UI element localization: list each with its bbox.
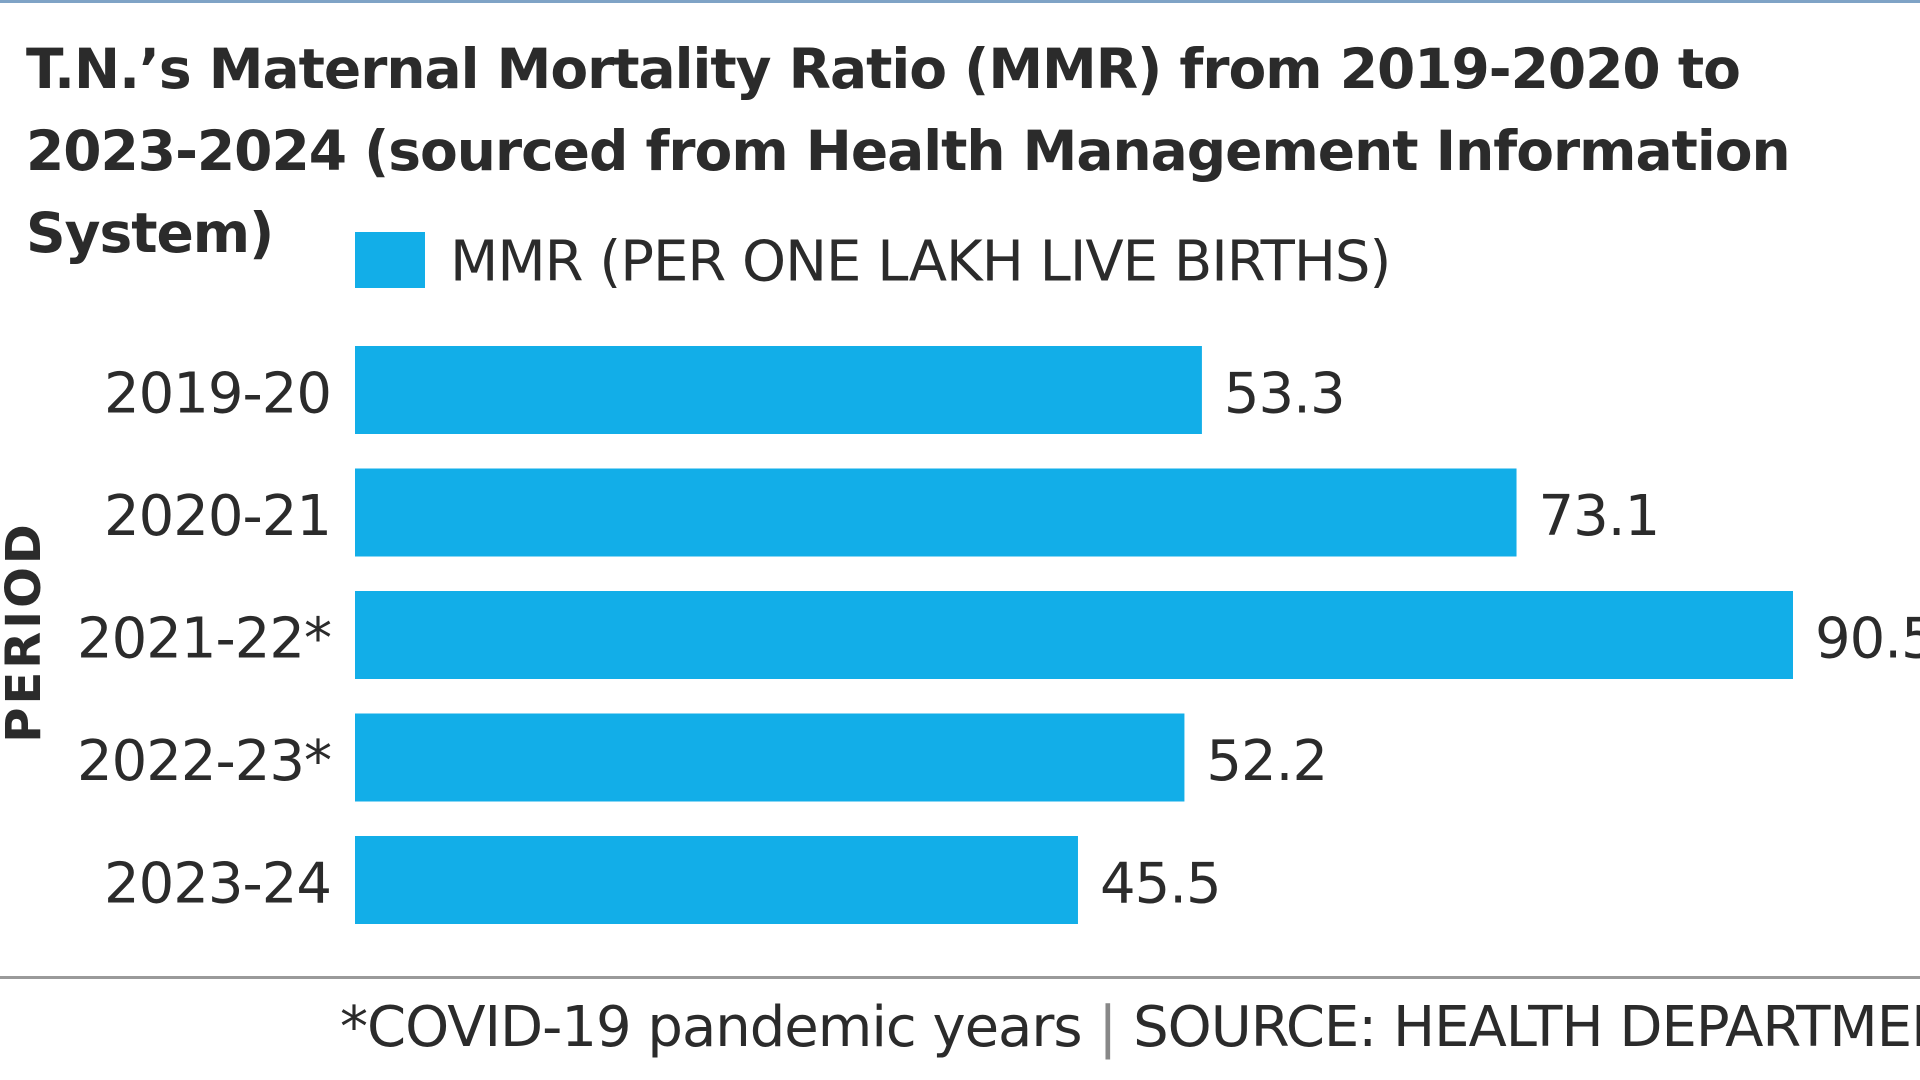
footnote: *COVID-19 pandemic years | SOURCE: HEALT… [340,988,1920,1068]
category-label-1: 2020-21 [104,484,331,549]
category-label-2: 2021-22* [77,607,331,672]
bottom-divider [0,976,1920,979]
footnote-note: *COVID-19 pandemic years [340,995,1083,1060]
bars-layer: 2019-20 53.3 2020-21 73.1 2021-22* 90.5 2022-2… [77,346,1920,924]
footnote-separator: | [1098,995,1117,1060]
value-label-2: 90.5 [1815,607,1920,672]
category-label-4: 2023-24 [104,852,331,917]
legend: MMR (PER ONE LAKH LIVE BIRTHS) [355,230,1391,295]
top-divider [0,0,1920,3]
value-label-1: 73.1 [1539,484,1660,549]
bar-1 [355,468,1517,557]
bar-3 [355,713,1185,802]
bar-4 [355,836,1078,924]
legend-label: MMR (PER ONE LAKH LIVE BIRTHS) [450,230,1390,295]
category-label-3: 2022-23* [77,729,331,794]
legend-swatch [355,232,425,288]
value-label-0: 53.3 [1224,362,1345,427]
value-label-4: 45.5 [1100,852,1221,917]
y-axis-title: PERIOD [0,521,52,742]
value-label-3: 52.2 [1206,729,1327,794]
footnote-source: SOURCE: HEALTH DEPARTMENT [1133,995,1920,1060]
category-label-0: 2019-20 [104,362,331,427]
bar-2 [355,591,1793,679]
chart-title: T.N.’s Maternal Mortality Ratio (MMR) fr… [26,37,1791,265]
bar-0 [355,346,1202,434]
